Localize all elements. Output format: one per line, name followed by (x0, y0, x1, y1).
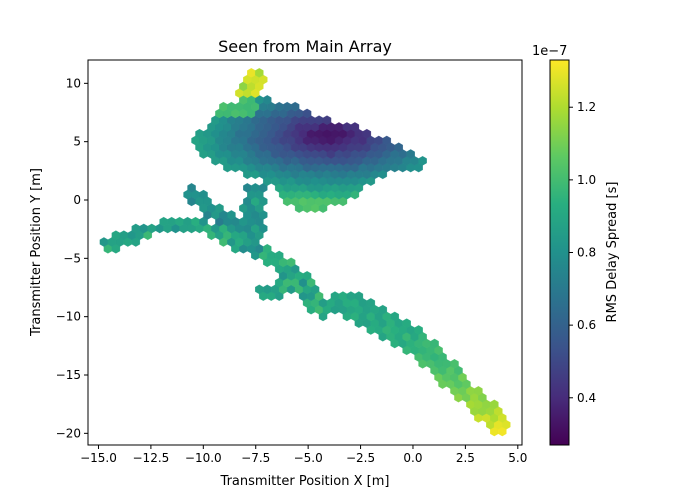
y-tick-label: −15 (56, 368, 81, 382)
x-axis-label: Transmitter Position X [m] (220, 474, 390, 489)
y-axis-label: Transmitter Position Y [m] (29, 168, 44, 337)
y-tick-label: −5 (63, 251, 81, 265)
x-tick-label: −2.5 (346, 451, 375, 465)
hex-cell (187, 183, 196, 193)
hex-cell (302, 271, 312, 281)
y-tick-label: −20 (56, 426, 81, 440)
y-tick-label: 0 (73, 193, 81, 207)
colorbar-tick-label: 0.4 (577, 391, 596, 405)
hex-cell (215, 203, 224, 213)
colorbar-tick-label: 0.6 (577, 318, 596, 332)
x-tick-label: 0.0 (403, 451, 422, 465)
colorbar-tick-label: 1.2 (577, 100, 596, 114)
x-tick-label: −12.5 (133, 451, 170, 465)
colorbar-label: RMS Delay Spread [s] (605, 182, 620, 323)
hex-cell (263, 243, 272, 254)
y-tick-label: 10 (66, 76, 81, 90)
hex-cell (378, 304, 388, 315)
plot-frame (87, 59, 523, 446)
hex-cell (474, 386, 483, 396)
hex-cell (402, 318, 411, 328)
hex-cell (263, 95, 272, 105)
hex-cell (354, 291, 364, 301)
hex-cell (418, 156, 427, 166)
hex-cell (290, 101, 300, 112)
colorbar-offset-text: 1e−7 (532, 44, 567, 59)
hex-cell (414, 325, 423, 335)
hex-cell (390, 311, 399, 322)
hex-cell (450, 359, 459, 369)
hex-cell (394, 142, 403, 153)
y-tick-label: 5 (73, 135, 81, 149)
hex-cell (382, 135, 391, 146)
x-axis-ticks: −15.0 −12.5 −10.0 −7.5 −5.0 −2.5 0.0 2.5 5.0 (80, 445, 527, 465)
hex-cell (362, 128, 372, 139)
hex-cell (302, 108, 312, 119)
x-tick-label: 2.5 (456, 451, 475, 465)
colorbar-tick-label: 0.8 (577, 246, 596, 260)
x-tick-label: −5.0 (294, 451, 323, 465)
x-tick-label: 5.0 (508, 451, 527, 465)
x-tick-label: −10.0 (185, 451, 222, 465)
hex-cell (430, 338, 439, 349)
y-axis-ticks: 10 5 0 −5 −10 −15 −20 (56, 76, 88, 440)
hex-cell (366, 298, 376, 308)
hex-cell (227, 210, 236, 220)
hex-cell (255, 68, 264, 78)
hex-cell (406, 149, 415, 159)
x-tick-label: −15.0 (80, 451, 117, 465)
y-tick-label: −10 (56, 310, 81, 324)
colorbar (549, 59, 570, 446)
colorbar-ticks: 0.4 0.6 0.8 1.0 1.2 (569, 100, 596, 405)
x-tick-label: −7.5 (241, 451, 270, 465)
hex-cell (490, 399, 499, 410)
chart-title: Seen from Main Array (218, 37, 392, 56)
hex-cell (286, 257, 296, 268)
hex-cell (350, 122, 360, 132)
colorbar-tick-label: 1.0 (577, 173, 596, 187)
hexbin-cells (99, 68, 511, 437)
hex-cell (274, 250, 284, 261)
hex-cell (199, 189, 208, 200)
hex-cell (322, 115, 332, 125)
